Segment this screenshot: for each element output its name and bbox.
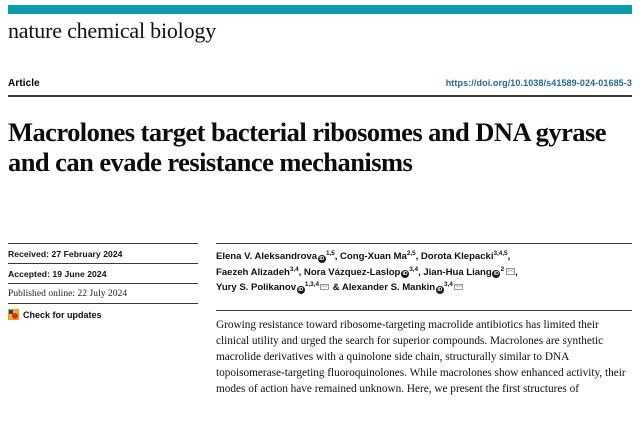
abstract-text: Growing resistance toward ribosome-targe…	[216, 309, 632, 397]
affiliation-superscript[interactable]: 2	[500, 265, 505, 273]
orcid-icon[interactable]: iD	[435, 285, 444, 294]
publication-history-column: Received: 27 February 2024 Accepted: 19 …	[8, 243, 198, 320]
doi-link[interactable]: https://doi.org/10.1038/s41589-024-01685…	[445, 78, 632, 88]
journal-masthead: nature chemical biology	[8, 18, 216, 43]
orcid-icon[interactable]: iD	[492, 270, 501, 279]
article-type-label: Article	[8, 78, 40, 89]
author-name[interactable]: Yury S. Polikanov	[216, 282, 297, 294]
author-line-1: Elena V. Aleksandrova iD1,5, Cong-Xuan Ma…	[216, 249, 511, 263]
published-date: Published online: 22 July 2024	[8, 283, 198, 303]
accepted-date: Accepted: 19 June 2024	[8, 263, 198, 283]
author-name[interactable]: Dorota Klepacki	[420, 251, 494, 262]
affiliation-superscript[interactable]: 3,4	[443, 281, 453, 288]
email-icon[interactable]	[320, 283, 330, 291]
affiliation-superscript[interactable]: 3,4	[289, 265, 299, 273]
affiliation-superscript[interactable]: 1,5	[325, 249, 335, 257]
received-date: Received: 27 February 2024	[8, 243, 198, 263]
orcid-icon[interactable]: iD	[296, 285, 305, 294]
author-line-3: Yury S. Polikanov iD1,3,4 & Alexander S. …	[216, 280, 632, 296]
authors-and-abstract-column: Elena V. Aleksandrova iD1,5, Cong-Xuan Ma…	[216, 243, 632, 397]
author-name[interactable]: Faezeh Alizadeh	[216, 266, 290, 278]
header-divider	[8, 95, 632, 97]
article-type-row: Article https://doi.org/10.1038/s41589-0…	[8, 78, 632, 89]
author-name[interactable]: Cong-Xuan Ma	[340, 251, 407, 262]
check-for-updates-label: Check for updates	[23, 309, 102, 320]
page-title: Macrolones target bacterial ribosomes an…	[8, 116, 607, 178]
author-name[interactable]: Nora Vázquez-Laslop	[303, 266, 401, 278]
affiliation-superscript[interactable]: 2,5	[406, 249, 416, 257]
affiliation-superscript[interactable]: 3,4,5	[493, 249, 508, 257]
check-for-updates-button[interactable]: Check for updates	[8, 303, 198, 320]
affiliation-superscript[interactable]: 1,3,4	[304, 281, 319, 288]
orcid-icon[interactable]: iD	[317, 254, 326, 263]
journal-accent-bar	[8, 5, 632, 14]
author-name[interactable]: Alexander S. Mankin	[341, 282, 436, 294]
orcid-icon[interactable]: iD	[400, 270, 409, 279]
email-icon[interactable]	[454, 283, 464, 291]
author-line-2: Faezeh Alizadeh3,4, Nora Vázquez-Laslop i…	[216, 265, 518, 279]
author-list: Elena V. Aleksandrova iD1,5, Cong-Xuan Ma…	[216, 243, 632, 296]
author-name[interactable]: Jian-Hua Liang	[423, 266, 492, 278]
email-icon[interactable]	[505, 268, 515, 275]
author-name[interactable]: Elena V. Aleksandrova	[216, 251, 318, 262]
affiliation-superscript[interactable]: 3,4	[409, 265, 419, 273]
crossmark-icon	[8, 309, 19, 320]
